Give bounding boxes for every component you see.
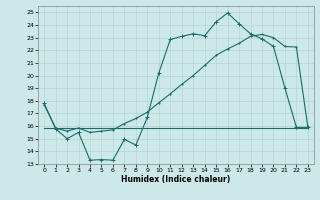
X-axis label: Humidex (Indice chaleur): Humidex (Indice chaleur) bbox=[121, 175, 231, 184]
